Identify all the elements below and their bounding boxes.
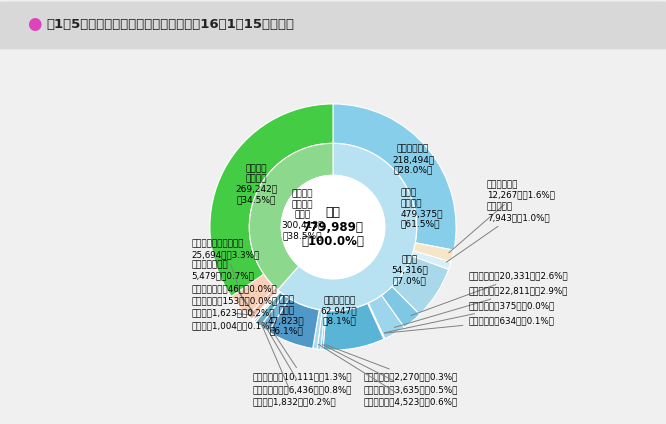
Wedge shape — [368, 295, 404, 339]
Text: 行政職（一）
218,494人
（28.0%）: 行政職（一） 218,494人 （28.0%） — [392, 145, 434, 174]
Wedge shape — [392, 256, 448, 315]
Wedge shape — [210, 104, 333, 296]
Text: 任期付研究員　46人（0.0%）: 任期付研究員 46人（0.0%） — [191, 284, 277, 313]
Wedge shape — [231, 274, 275, 316]
Text: 特定独立行政法人職員
25,694人（3.3%）: 特定独立行政法人職員 25,694人（3.3%） — [191, 240, 260, 300]
Wedge shape — [268, 298, 319, 349]
Text: 教育職（三）3,635人（0.5%）: 教育職（三）3,635人（0.5%） — [322, 344, 458, 394]
Text: 海事職（一）375人（0.0%）: 海事職（一）375人（0.0%） — [385, 301, 555, 333]
Circle shape — [281, 176, 385, 279]
Text: 給与法
適用職員
479,375人
（61.5%）: 給与法 適用職員 479,375人 （61.5%） — [401, 189, 443, 229]
Wedge shape — [278, 143, 417, 311]
Text: 教育職（一）
62,947人
（8.1%）: 教育職（一） 62,947人 （8.1%） — [321, 296, 358, 326]
Text: 海事職（二）634人（0.1%）: 海事職（二）634人（0.1%） — [384, 316, 554, 333]
Text: 専門行政職
7,943人（1.0%）: 専門行政職 7,943人（1.0%） — [446, 203, 549, 262]
Wedge shape — [254, 291, 280, 322]
Wedge shape — [253, 291, 279, 321]
Text: 医療職
（三）
47,823人
（6.1%）: 医療職 （三） 47,823人 （6.1%） — [268, 296, 304, 336]
Wedge shape — [323, 303, 384, 350]
Wedge shape — [333, 104, 456, 250]
Text: 税務職
54,316人
（7.0%）: 税務職 54,316人 （7.0%） — [391, 255, 428, 285]
Wedge shape — [252, 290, 278, 320]
Wedge shape — [368, 303, 384, 339]
Text: 図1－5　職員の俸給表別在職状況（平成16年1月15日現在）: 図1－5 職員の俸給表別在職状況（平成16年1月15日現在） — [47, 18, 294, 31]
Wedge shape — [249, 143, 333, 290]
Wedge shape — [317, 310, 324, 349]
Text: 医療職（二）10,111人（1.3%）: 医療職（二）10,111人（1.3%） — [253, 326, 352, 382]
Text: 総数: 総数 — [326, 206, 340, 219]
Text: 医療職（一）　6,436人（0.8%）: 医療職（一） 6,436人（0.8%） — [253, 322, 352, 394]
Text: 公安職（二）22,811人（2.9%）: 公安職（二）22,811人（2.9%） — [394, 287, 568, 327]
Wedge shape — [321, 310, 326, 350]
Wedge shape — [252, 290, 278, 320]
Text: ●: ● — [27, 15, 41, 33]
Text: 779,989人: 779,989人 — [302, 220, 364, 234]
Text: 特定独立
行政法人
等職員
300,415人
（38.5%）: 特定独立 行政法人 等職員 300,415人 （38.5%） — [281, 190, 324, 240]
Wedge shape — [255, 292, 284, 326]
Text: 日本郵政
公社職員
269,242人
（34.5%）: 日本郵政 公社職員 269,242人 （34.5%） — [236, 164, 278, 204]
Wedge shape — [260, 295, 289, 332]
Text: 研究職　1,832人（0.2%）: 研究職 1,832人（0.2%） — [253, 320, 337, 406]
Text: 公安職（一）20,331人（2.6%）: 公安職（一）20,331人（2.6%） — [411, 272, 568, 315]
Text: 福祉職　1,004人（0.1%）: 福祉職 1,004人（0.1%） — [191, 316, 275, 330]
Text: 教育職（四）4,523人（0.6%）: 教育職（四）4,523人（0.6%） — [318, 344, 458, 406]
Text: （100.0%）: （100.0%） — [302, 235, 364, 248]
Text: 指定職　1,623人（0.2%）: 指定職 1,623人（0.2%） — [191, 309, 275, 318]
Wedge shape — [414, 243, 454, 262]
Text: 行政職（二）
12,267人（1.6%）: 行政職（二） 12,267人（1.6%） — [449, 181, 555, 253]
Text: 給与特例法職員
5,479人（0.7%）: 給与特例法職員 5,479人（0.7%） — [191, 260, 254, 311]
Text: 任期付職員　153人（0.0%）: 任期付職員 153人（0.0%） — [191, 296, 278, 313]
FancyBboxPatch shape — [0, 2, 666, 49]
Wedge shape — [252, 290, 278, 321]
Wedge shape — [368, 303, 385, 339]
Text: 教育職（二）2,270人（0.3%）: 教育職（二）2,270人（0.3%） — [325, 344, 458, 382]
Wedge shape — [412, 251, 451, 270]
Wedge shape — [313, 310, 322, 349]
Wedge shape — [248, 287, 278, 319]
Wedge shape — [382, 287, 420, 327]
